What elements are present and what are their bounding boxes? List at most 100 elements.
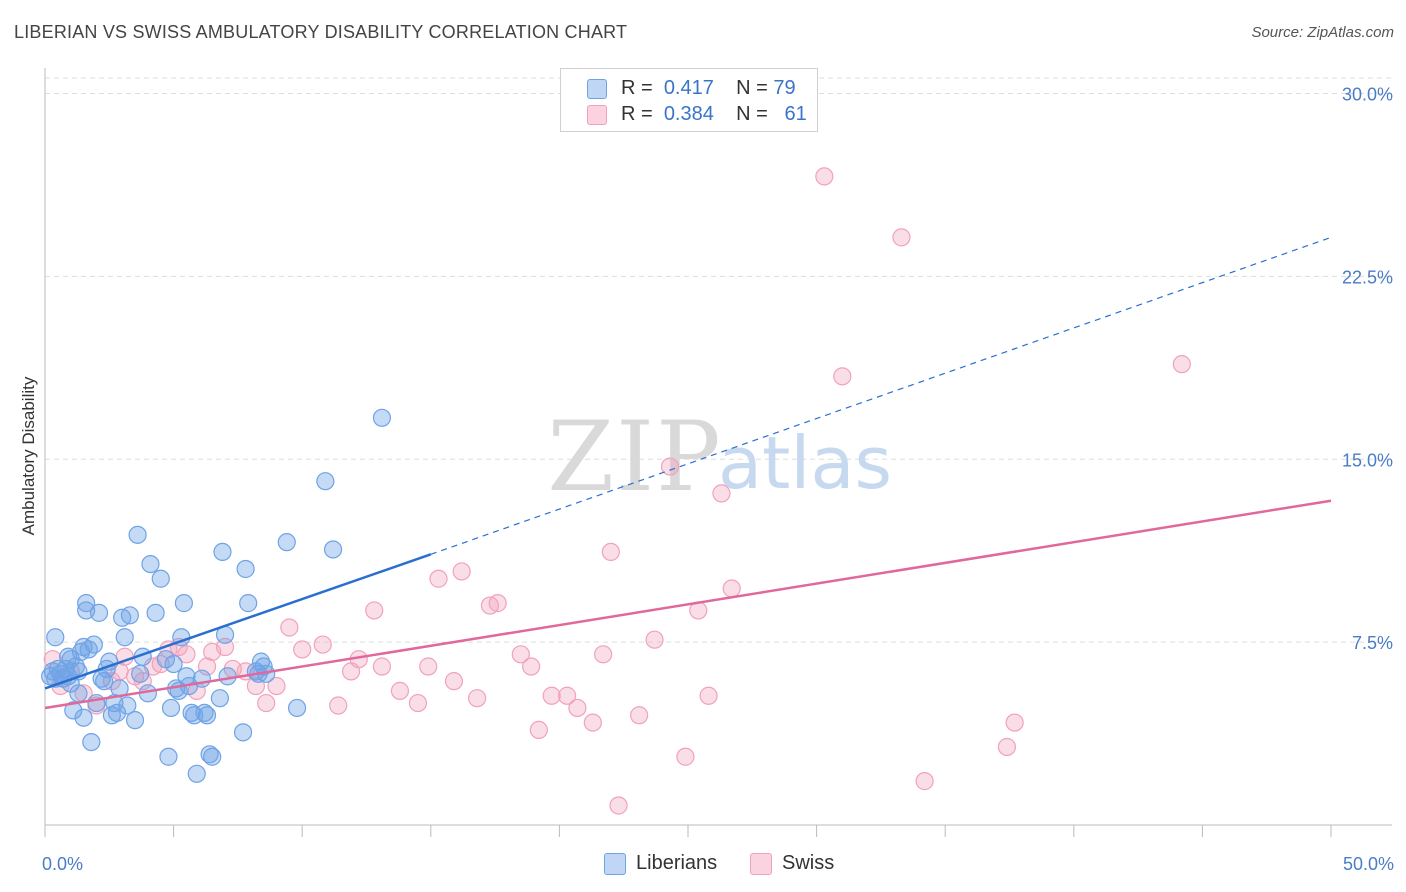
swiss-point [365,601,384,620]
liberians-point [84,635,103,654]
liberians-point [174,594,193,613]
liberians-trend-line [44,553,432,690]
legend-r-label: R = [621,103,653,125]
swiss-point [722,579,741,598]
swiss-point [313,635,332,654]
swiss-points [43,167,1191,815]
liberians-swatch [587,79,607,99]
liberians-point [115,628,134,647]
liberians-point [287,698,307,718]
swiss-point [452,562,471,581]
swiss-point [630,706,649,725]
liberians-point [277,533,296,552]
swiss-point [467,689,487,708]
swiss-point [177,645,196,664]
liberians-point [200,745,219,764]
liberians-point [48,659,67,679]
swiss-swatch [587,105,607,125]
liberians-point [372,408,392,427]
swiss-point [372,657,392,676]
liberians-point [316,472,335,491]
y-tick-label: 7.5% [1352,633,1393,653]
swiss-point [1005,713,1024,732]
axes [44,68,1392,837]
liberians-point [197,706,217,725]
swiss-point [390,681,410,700]
swiss-point [444,672,464,691]
liberians-point [239,594,258,613]
liberians-point [92,669,111,688]
swiss-point [601,542,620,562]
swiss-point [568,698,587,718]
legend-n-label: N = [736,103,768,125]
swiss-point [429,569,448,588]
legend-r-value: 0.417 [663,77,714,99]
liberians-legend-label: Liberians [636,852,718,874]
liberians-point [164,654,183,674]
swiss-point [151,654,170,674]
swiss-point [833,367,852,386]
liberians-point [107,703,127,722]
liberians-point [146,603,165,622]
watermark-zip: ZIP [547,401,722,513]
liberians-point [74,708,93,727]
liberians-point [323,540,343,559]
swiss-point [645,630,664,649]
liberians-point [77,594,96,613]
liberians-point [120,606,139,625]
swiss-point [997,737,1017,757]
liberians-point [128,525,147,544]
swiss-legend-swatch [750,853,772,875]
swiss-trend-line [44,499,1332,710]
liberians-point [159,747,178,766]
liberians-point [125,711,145,730]
liberians-point [79,640,98,659]
liberians-point [218,667,237,686]
swiss-point [892,228,911,247]
liberians-point [254,657,273,676]
liberians-trend-extrapolation [430,236,1332,555]
swiss-point [280,618,299,637]
y-axis-label: Ambulatory Disability [19,376,38,535]
swiss-point [915,772,934,791]
swiss-point [522,657,541,676]
watermark: ZIP atlas [547,401,892,513]
x-tick-labels: 0.0% 50.0% [42,854,1394,874]
swiss-point [293,640,312,659]
watermark-atlas: atlas [718,421,892,505]
swiss-point [488,594,507,613]
swiss-point [408,693,428,713]
swiss-point [609,796,628,815]
chart-title: LIBERIAN VS SWISS AMBULATORY DISABILITY … [14,22,628,42]
y-tick-label: 22.5% [1342,267,1393,287]
liberians-point [233,723,253,742]
swiss-point [329,696,348,715]
legend-r-value: 0.384 [663,103,714,125]
swiss-point [542,686,561,705]
swiss-point [712,484,731,503]
swiss-legend-label: Swiss [782,852,835,874]
swiss-point [594,645,613,664]
liberians-point [64,701,83,720]
y-tick-label: 15.0% [1342,450,1393,470]
liberians-point [187,764,206,783]
legend-n-value: 79 [773,77,796,99]
y-tick-label: 30.0% [1342,85,1393,105]
legend-n-value: 61 [784,103,807,125]
liberians-point [131,664,150,683]
source-label: Source: ZipAtlas.com [1251,24,1394,41]
liberians-point [213,542,232,562]
stats-legend: R = 0.417 N = 79 R = 0.384 N = 61 [560,68,818,132]
swiss-point [1172,355,1191,374]
liberians-point [87,693,106,713]
liberians-point [210,689,229,708]
liberians-point [46,628,65,647]
legend-r-label: R = [621,77,653,99]
swiss-point [676,747,695,766]
liberians-points [41,408,392,783]
liberians-point [118,696,137,715]
liberians-point [141,555,160,574]
series-legend: Liberians Swiss [0,852,1406,878]
swiss-point [529,720,548,740]
swiss-point [511,645,530,664]
